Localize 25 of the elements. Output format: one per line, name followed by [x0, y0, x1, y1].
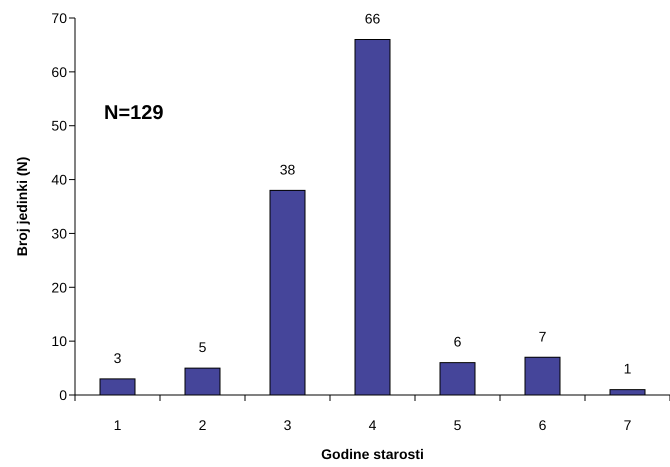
x-tick-label: 6 — [538, 417, 547, 433]
x-tick-label: 3 — [284, 417, 292, 433]
data-label: 5 — [198, 339, 207, 356]
annotation: N=129 — [104, 101, 164, 125]
data-label: 38 — [280, 161, 296, 178]
y-tick-label: 20 — [51, 279, 68, 296]
x-tick-label: 1 — [114, 417, 122, 433]
y-tick-label: 40 — [51, 172, 68, 188]
x-tick-label: 7 — [624, 417, 632, 433]
y-tick-label: 70 — [51, 10, 68, 26]
data-label: 66 — [364, 10, 380, 27]
y-tick-label: 60 — [51, 64, 68, 80]
x-axis-title: Godine starosti — [321, 446, 424, 462]
data-label: 1 — [624, 360, 632, 377]
y-tick-label: 0 — [59, 386, 68, 403]
y-tick-label: 30 — [51, 225, 68, 242]
y-axis-title: Broj jedinki (N) — [14, 156, 30, 256]
data-label: 7 — [538, 328, 547, 344]
x-tick-label: 2 — [198, 417, 207, 433]
x-tick-label: 4 — [368, 417, 377, 433]
data-label: 3 — [114, 350, 122, 366]
data-label: 6 — [454, 334, 462, 350]
y-tick-label: 50 — [51, 118, 68, 134]
x-tick-label: 5 — [454, 417, 462, 433]
y-tick-label: 10 — [51, 333, 68, 350]
